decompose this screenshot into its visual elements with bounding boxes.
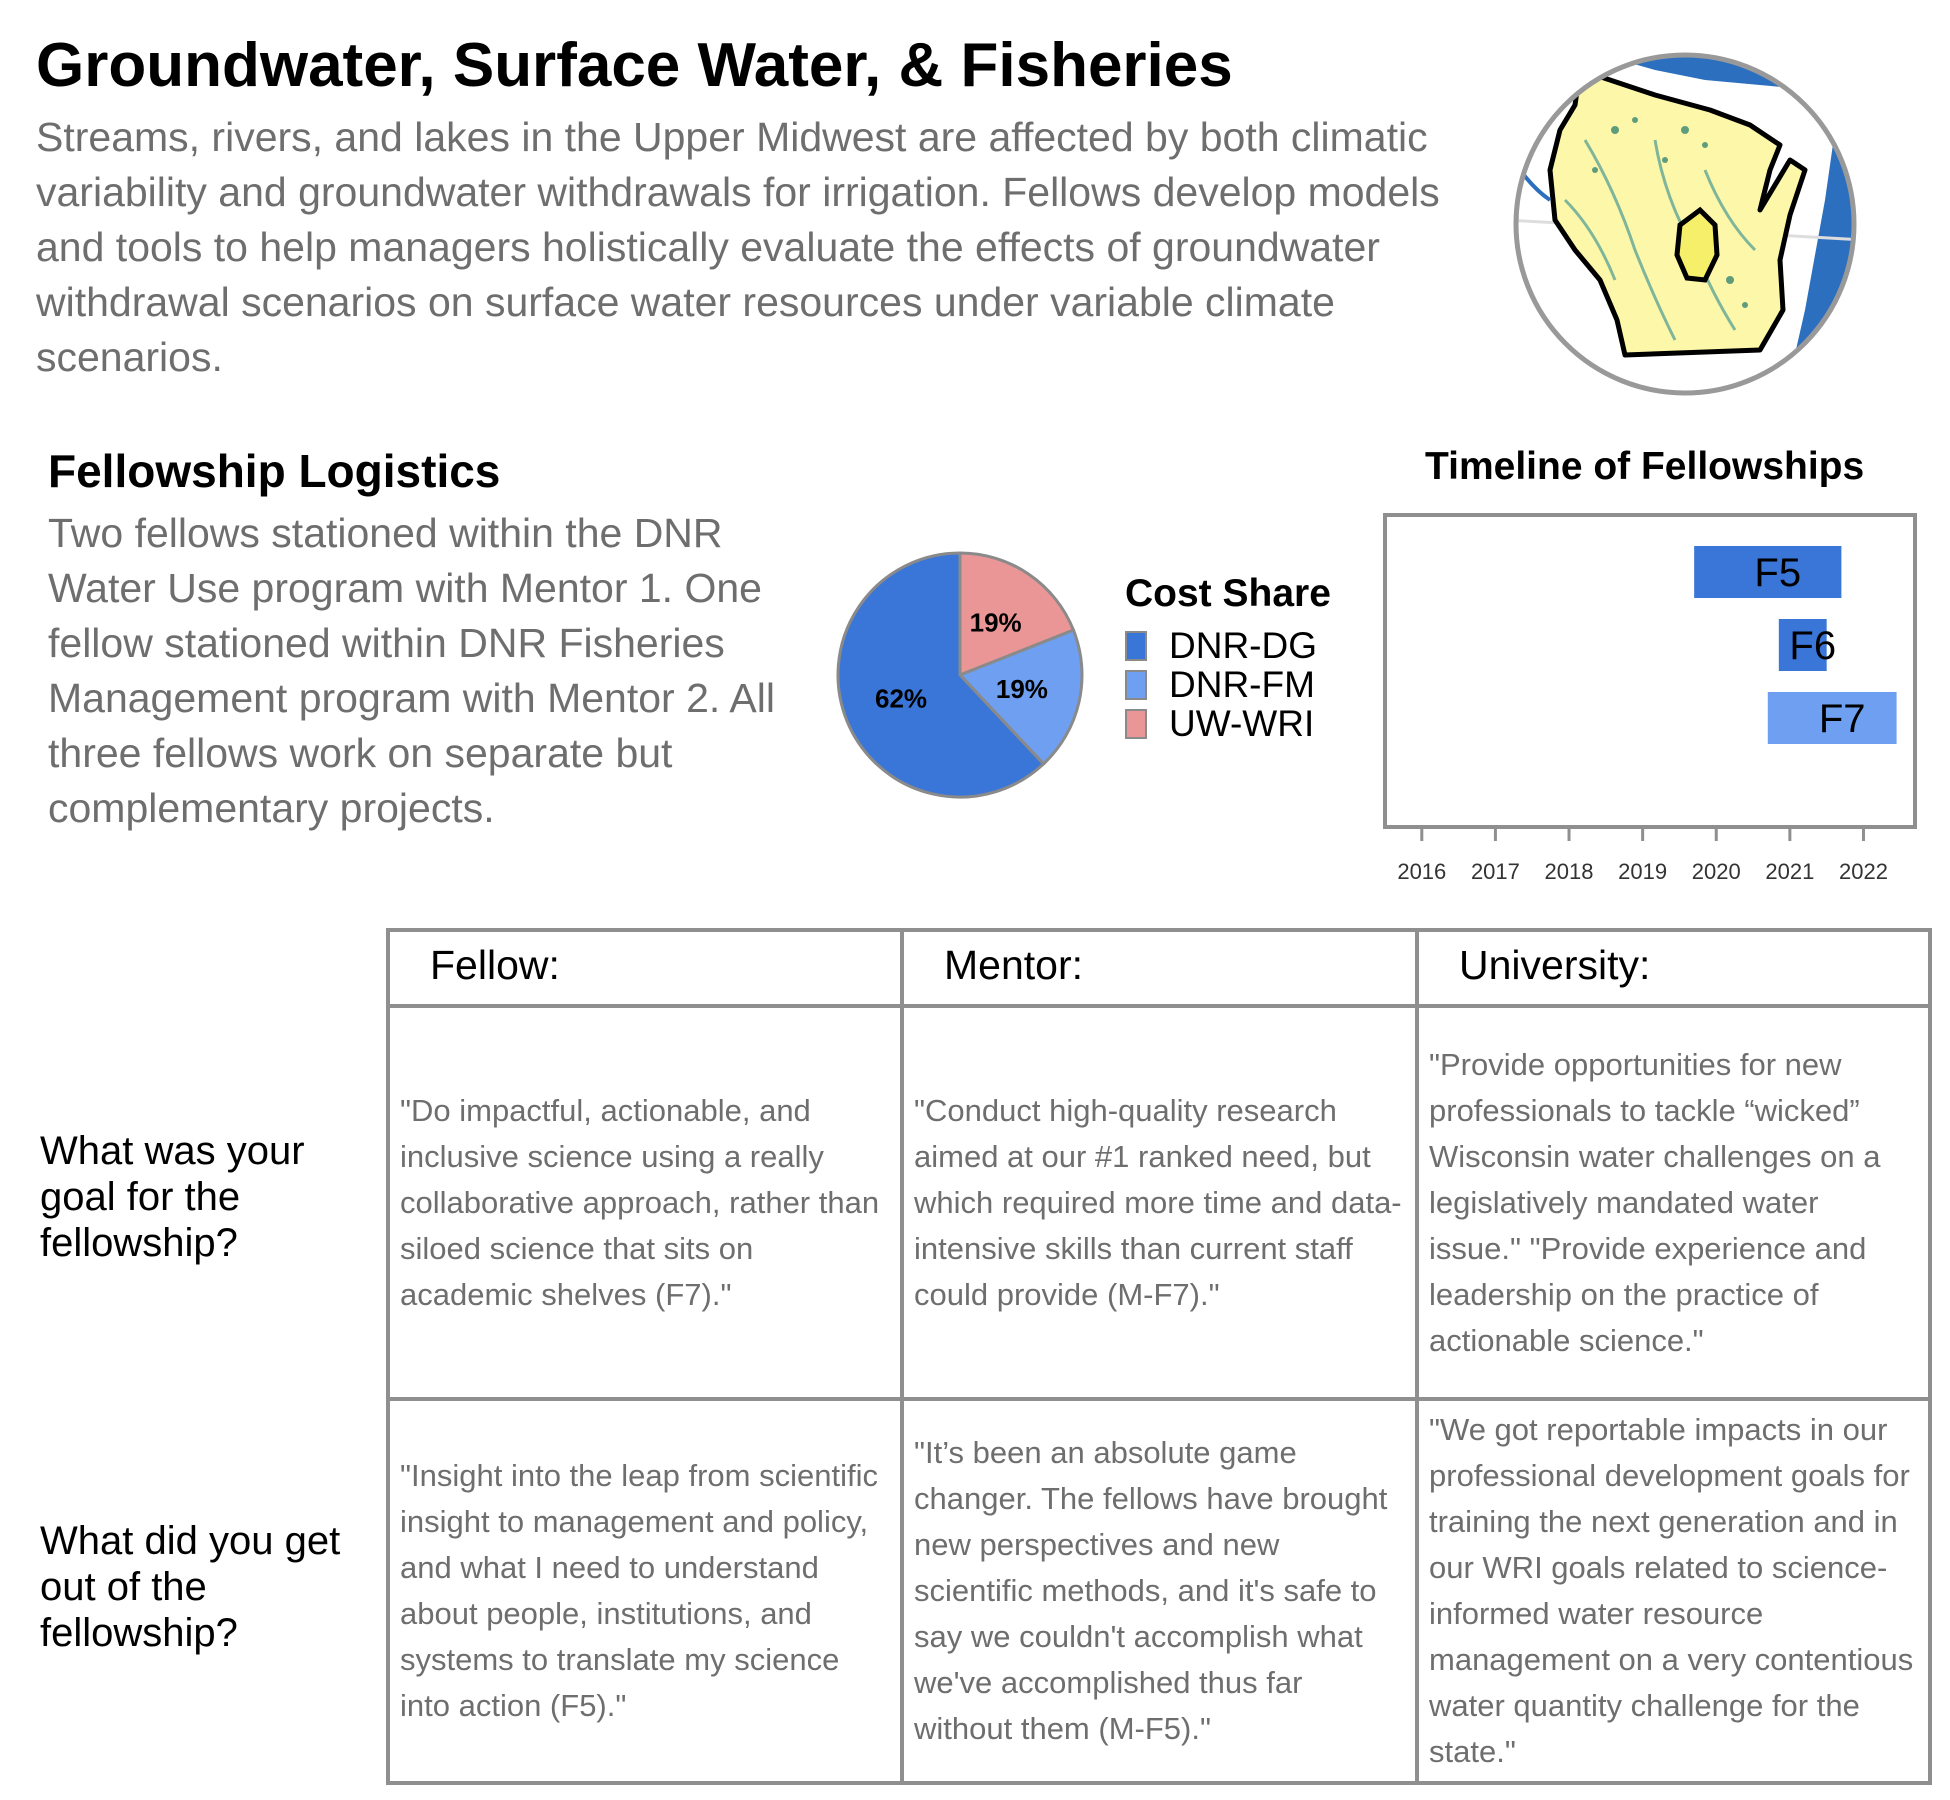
legend-item: UW-WRI <box>1125 702 1331 744</box>
column-header-cell: Fellow: <box>386 928 904 1008</box>
quote-table: Fellow: Mentor: University: "Do impactfu… <box>386 928 1938 1788</box>
legend-title: Cost Share <box>1125 572 1331 615</box>
legend-item: DNR-FM <box>1125 663 1331 705</box>
table-cell: "Conduct high-quality research aimed at … <box>900 1004 1419 1401</box>
column-header-cell: University: <box>1415 928 1932 1008</box>
map-svg <box>1513 52 1857 396</box>
legend-swatch <box>1125 630 1147 661</box>
pie-label-uw-wri: 19% <box>970 608 1022 638</box>
row-question-goal: What was your goal for the fellowship? <box>40 1129 305 1265</box>
x-tick-label: 2017 <box>1471 859 1520 884</box>
timeline-bar-label: F7 <box>1819 697 1866 741</box>
column-header-cell: Mentor: <box>900 928 1419 1008</box>
x-tick-label: 2018 <box>1545 859 1594 884</box>
quote-fellow-outcome: "Insight into the leap from scientific i… <box>400 1458 878 1723</box>
quote-fellow-goal: "Do impactful, actionable, and inclusive… <box>400 1092 880 1312</box>
x-tick-label: 2020 <box>1692 859 1741 884</box>
pie-label-dnr-fm: 19% <box>996 674 1048 704</box>
timeline-bar-f6 <box>1778 619 1827 671</box>
timeline-bar-f7 <box>1767 692 1897 744</box>
page-title: Groundwater, Surface Water, & Fisheries <box>36 31 1233 100</box>
pie-slice-dnr-fm <box>957 628 1084 767</box>
logistics-heading: Fellowship Logistics <box>48 445 501 497</box>
timeline-chart: 2016 2017 2018 2019 2020 2021 2022 F5 F6 F7 <box>1383 513 1917 884</box>
x-tick-label: 2019 <box>1618 859 1667 884</box>
pie-label-dnr-dg: 62% <box>875 683 927 713</box>
timeline-bar-label: F6 <box>1789 624 1836 668</box>
timeline-bar-f5 <box>1694 546 1842 598</box>
legend-label: DNR-DG <box>1169 624 1317 666</box>
wisconsin-map-icon <box>1505 50 1865 398</box>
legend-item: DNR-DG <box>1125 624 1331 666</box>
quote-university-goal: "Provide opportunities for new professio… <box>1429 1046 1881 1358</box>
table-cell: "Insight into the leap from scientific i… <box>386 1397 904 1785</box>
logistics-text: Two fellows stationed within the DNR Wat… <box>48 510 775 831</box>
pie-slice-dnr-dg <box>836 551 1046 799</box>
legend-label: DNR-FM <box>1169 663 1315 705</box>
x-tick-label: 2021 <box>1765 859 1814 884</box>
x-tick-label: 2016 <box>1397 859 1446 884</box>
highlight-region <box>1674 206 1720 283</box>
quote-university-outcome: "We got reportable impacts in our profes… <box>1429 1412 1914 1769</box>
column-header-university: University: <box>1459 942 1651 988</box>
row-question-outcome: What did you get out of the fellowship? <box>40 1519 341 1655</box>
table-cell: "We got reportable impacts in our profes… <box>1415 1397 1932 1785</box>
timeline-bar-label: F5 <box>1754 551 1801 595</box>
table-cell: "Provide opportunities for new professio… <box>1415 1004 1932 1401</box>
quote-mentor-outcome: "It’s been an absolute game changer. The… <box>914 1435 1388 1746</box>
pie-slice-uw-wri <box>958 551 1076 678</box>
column-header-fellow: Fellow: <box>430 942 560 988</box>
intro-paragraph: Streams, rivers, and lakes in the Upper … <box>36 114 1440 380</box>
quote-mentor-goal: "Conduct high-quality research aimed at … <box>914 1092 1402 1312</box>
legend-swatch <box>1125 708 1147 739</box>
legend-swatch <box>1125 669 1147 700</box>
cost-share-pie-chart: 19% 19% 62% <box>836 551 1084 799</box>
column-header-mentor: Mentor: <box>944 942 1083 988</box>
table-cell: "Do impactful, actionable, and inclusive… <box>386 1004 904 1401</box>
legend-label: UW-WRI <box>1169 702 1315 744</box>
table-cell: "It’s been an absolute game changer. The… <box>900 1397 1419 1785</box>
timeline-title: Timeline of Fellowships <box>1425 445 1865 488</box>
x-tick-label: 2022 <box>1839 859 1888 884</box>
pie-legend: Cost Share DNR-DG DNR-FM UW-WRI <box>1125 572 1331 744</box>
